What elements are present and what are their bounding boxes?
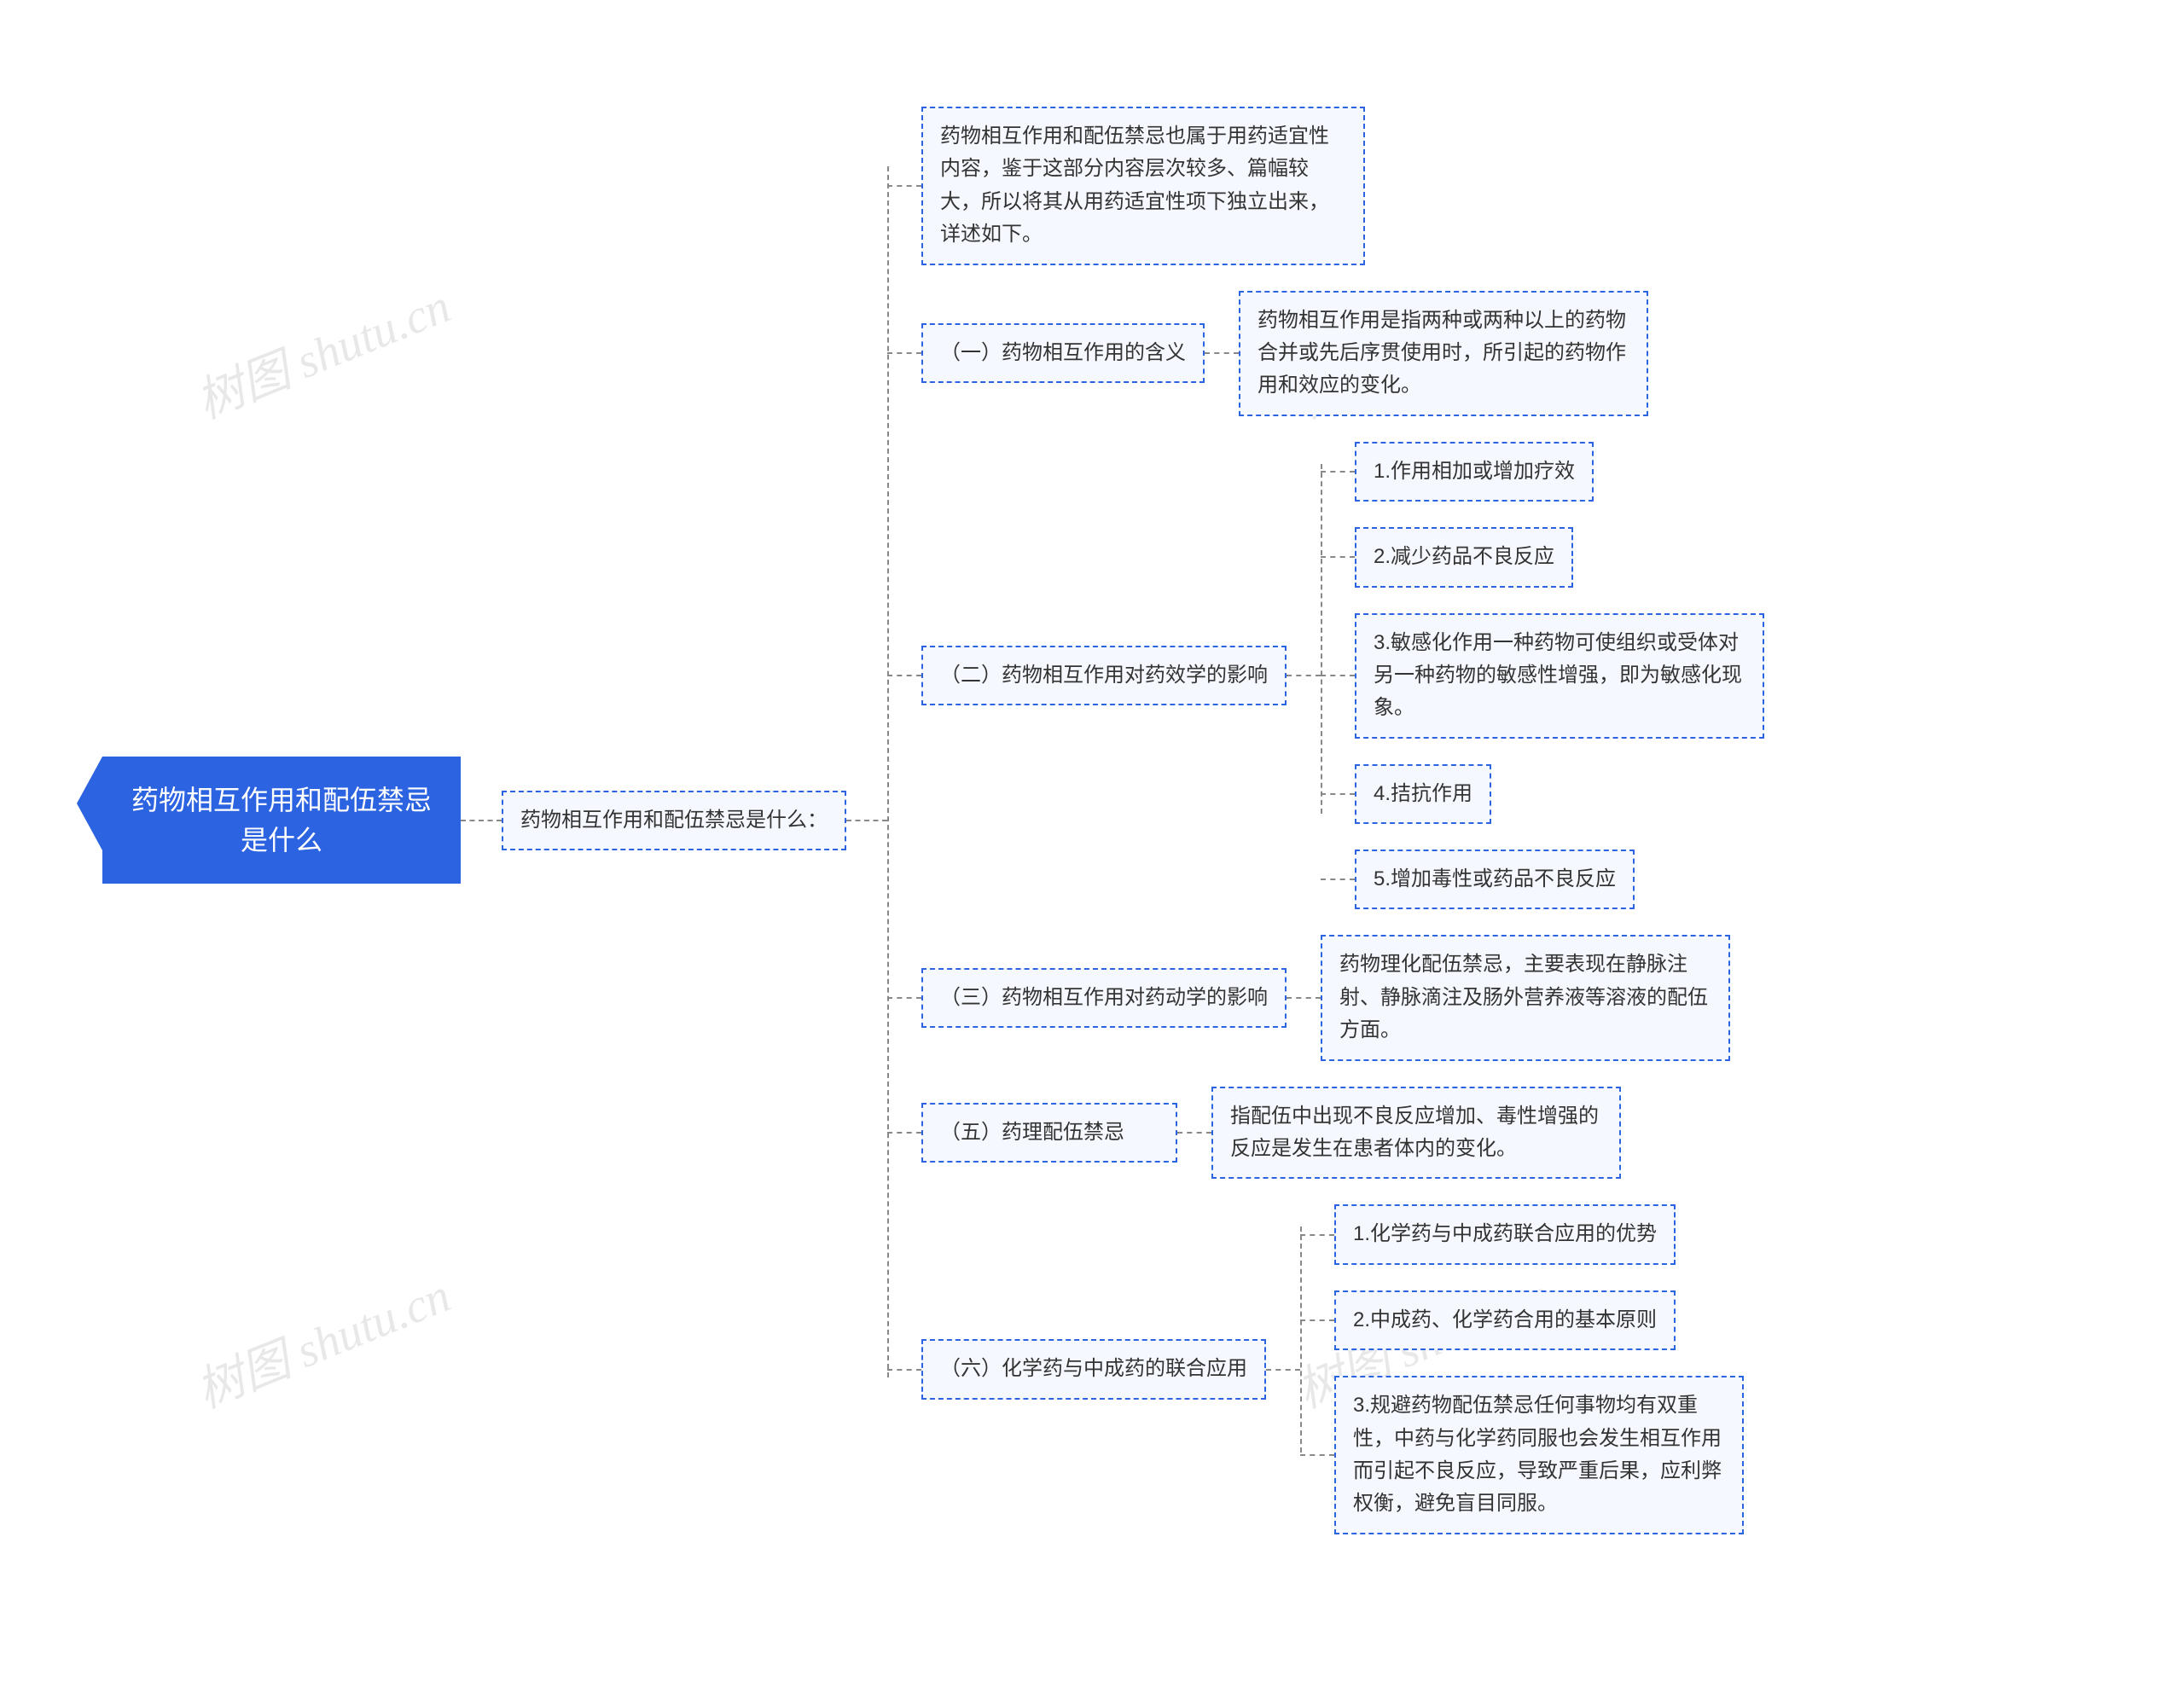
connector [1287,997,1321,999]
section-title: （一）药物相互作用的含义 [921,323,1205,383]
connector [1205,352,1239,354]
connector [1321,556,1355,558]
connector [1287,675,1321,676]
connector [887,185,921,187]
section-title: （三）药物相互作用对药动学的影响 [921,968,1287,1028]
connector [887,352,921,354]
section-title: （二）药物相互作用对药效学的影响 [921,646,1287,705]
section-intro: 药物相互作用和配伍禁忌也属于用药适宜性内容，鉴于这部分内容层次较多、篇幅较大，所… [887,107,1764,265]
subgroup: 1.化学药与中成药联合应用的优势 2.中成药、化学药合用的基本原则 3.规避药物… [1300,1204,1744,1534]
section-2: （二）药物相互作用对药效学的影响 1.作用相加或增加疗效 2.减少药品不良反应 … [887,442,1764,910]
section-child: 药物理化配伍禁忌，主要表现在静脉注射、静脉滴注及肠外营养液等溶液的配伍方面。 [1321,935,1730,1060]
section-child: 2.减少药品不良反应 [1355,527,1573,587]
section-title: （六）化学药与中成药的联合应用 [921,1339,1266,1399]
connector [1321,471,1355,473]
connector [846,820,887,821]
connector [1321,879,1355,880]
section-4: （五）药理配伍禁忌 指配伍中出现不良反应增加、毒性增强的反应是发生在患者体内的变… [887,1087,1764,1180]
connector [1300,1319,1334,1321]
section-child: 4.拮抗作用 [1355,764,1491,824]
connector [1321,793,1355,795]
level1-node: 药物相互作用和配伍禁忌是什么： [502,791,846,850]
section-child: 1.化学药与中成药联合应用的优势 [1334,1204,1676,1264]
section-3: （三）药物相互作用对药动学的影响 药物理化配伍禁忌，主要表现在静脉注射、静脉滴注… [887,935,1764,1060]
section-leaf: 药物相互作用和配伍禁忌也属于用药适宜性内容，鉴于这部分内容层次较多、篇幅较大，所… [921,107,1365,265]
section-child: 5.增加毒性或药品不良反应 [1355,850,1635,909]
section-child: 药物相互作用是指两种或两种以上的药物合并或先后序贯使用时，所引起的药物作用和效应… [1239,291,1648,416]
connector [1300,1454,1334,1456]
section-child: 2.中成药、化学药合用的基本原则 [1334,1290,1676,1350]
subgroup: 1.作用相加或增加疗效 2.减少药品不良反应 3.敏感化作用一种药物可使组织或受… [1321,442,1764,910]
connector [1177,1132,1211,1134]
connector [1266,1369,1300,1371]
section-child: 3.规避药物配伍禁忌任何事物均有双重性，中药与化学药同服也会发生相互作用而引起不… [1334,1376,1744,1534]
connector [887,1132,921,1134]
connector [1321,675,1355,676]
section-1: （一）药物相互作用的含义 药物相互作用是指两种或两种以上的药物合并或先后序贯使用… [887,291,1764,416]
sections-wrapper: 药物相互作用和配伍禁忌也属于用药适宜性内容，鉴于这部分内容层次较多、篇幅较大，所… [887,107,1764,1534]
mindmap-container: 药物相互作用和配伍禁忌是什么 药物相互作用和配伍禁忌是什么： 药物相互作用和配伍… [102,107,1764,1534]
section-title: （五）药理配伍禁忌 [921,1103,1177,1163]
section-child: 指配伍中出现不良反应增加、毒性增强的反应是发生在患者体内的变化。 [1211,1087,1621,1180]
section-5: （六）化学药与中成药的联合应用 1.化学药与中成药联合应用的优势 2.中成药、化… [887,1204,1764,1534]
connector [1300,1234,1334,1236]
section-child: 3.敏感化作用一种药物可使组织或受体对另一种药物的敏感性增强，即为敏感化现象。 [1355,613,1764,739]
root-node: 药物相互作用和配伍禁忌是什么 [102,757,461,884]
connector [887,675,921,676]
section-child: 1.作用相加或增加疗效 [1355,442,1594,502]
connector [461,820,502,821]
connector [887,997,921,999]
connector [887,1369,921,1371]
